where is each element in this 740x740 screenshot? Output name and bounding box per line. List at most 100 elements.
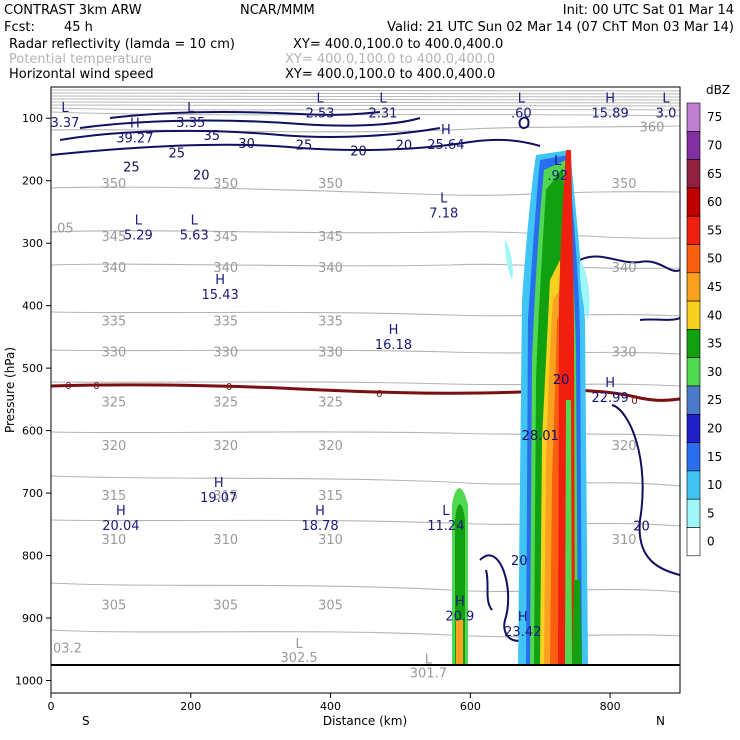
inline-values: 28.01 20 [522, 373, 570, 444]
theta-contour-label: 320 [101, 439, 126, 454]
theta-extremum-mark: L [425, 652, 433, 667]
colorbar-level-label: 5 [707, 506, 715, 520]
colorbar-level-label: 40 [707, 308, 722, 322]
high-low-value: .92 [547, 169, 568, 184]
theta-contour-label: 320 [318, 439, 343, 454]
high-low-value: 16.18 [375, 338, 412, 353]
colorbar-swatch [686, 215, 701, 245]
field-wind: Horizontal wind speed [9, 67, 154, 82]
colorbar-level-label: 30 [707, 365, 722, 379]
theta-contours [51, 125, 680, 638]
colorbar-swatch [686, 300, 701, 330]
theta-contour-label: 315 [318, 489, 343, 504]
colorbar-level-label: 60 [707, 195, 722, 209]
theta-contour-label: 330 [318, 346, 343, 361]
high-low-mark: H [215, 273, 225, 288]
wind-speed-contours [51, 110, 680, 642]
colorbar-level-label: 25 [707, 393, 722, 407]
y-tick-label: 200 [22, 175, 43, 188]
high-low-mark: H [389, 323, 399, 338]
zero-line-labels: 0 0 0 0 0 [65, 381, 637, 407]
theta-extremum-value: 302.5 [280, 651, 317, 666]
colorbar-swatch [686, 385, 701, 415]
colorbar-swatch [686, 159, 701, 189]
high-low-value: 20.9 [445, 610, 474, 625]
high-low-mark: H [441, 123, 451, 138]
theta-extremum-value: .05 [53, 222, 74, 237]
theta-contour-label: 315 [101, 489, 126, 504]
theta-contour-label: 305 [213, 599, 238, 614]
y-tick-label: 800 [22, 550, 43, 563]
y-tick-label: 300 [22, 237, 43, 250]
high-low-mark: L [440, 192, 448, 207]
theta-contour-label: 340 [213, 261, 238, 276]
x-tick-label: 400 [320, 700, 341, 713]
colorbar-swatch [686, 470, 701, 500]
inline-value: 20 [553, 373, 570, 388]
high-low-value: 5.63 [180, 228, 209, 243]
theta-contour-label: 310 [213, 533, 238, 548]
theta-extremum-mark: L [295, 637, 303, 652]
theta-contour-label: 320 [213, 439, 238, 454]
theta-contour-label: 350 [318, 177, 343, 192]
theta-contour-label: 330 [612, 346, 637, 361]
theta-contour-label: 350 [101, 177, 126, 192]
colorbar-swatch [686, 357, 701, 387]
high-low-mark: L [187, 101, 195, 116]
colorbar-swatch [686, 527, 701, 557]
field-theta-xy: XY= 400.0,100.0 to 400.0,400.0 [285, 52, 495, 67]
theta-contour-label: 310 [318, 533, 343, 548]
theta-contour-label: 310 [612, 533, 637, 548]
theta-contour-label: 350 [612, 177, 637, 192]
colorbar-swatch [686, 329, 701, 358]
colorbar-swatch [686, 102, 701, 132]
theta-contour-label: 310 [101, 533, 126, 548]
zero-line [51, 383, 680, 402]
wind-speed-label: 20 [193, 168, 210, 183]
reflectivity-core-b [504, 150, 590, 665]
high-low-mark: H [455, 595, 465, 610]
colorbar-level-label: 15 [707, 450, 722, 464]
theta-contour-label: 340 [318, 261, 343, 276]
colorbar-swatch [686, 272, 701, 302]
high-low-value: 3.35 [176, 116, 205, 131]
high-low-mark: H [214, 476, 224, 491]
y-axis: 100 200 300 400 500 600 700 800 900 1000 [15, 112, 51, 688]
high-low-mark: H [315, 504, 325, 519]
high-low-value: 2.53 [306, 107, 335, 122]
theta-contour-label: 320 [612, 439, 637, 454]
high-low-value: 5.29 [124, 228, 153, 243]
y-tick-label: 400 [22, 300, 43, 313]
colorbar-level-label: 45 [707, 280, 722, 294]
high-low-mark: L [379, 92, 387, 107]
theta-contour-label: 325 [318, 395, 343, 410]
y-tick-label: 1000 [15, 675, 43, 688]
wind-speed-label: 30 [238, 137, 255, 152]
y-axis-label: Pressure (hPa) [3, 347, 17, 433]
theta-contour-label: 350 [213, 177, 238, 192]
y-tick-label: 100 [22, 112, 43, 125]
wind-speed-label: 20 [396, 138, 413, 153]
colorbar-level-label: 50 [707, 252, 722, 266]
zero-line-label: 0 [226, 382, 232, 393]
high-low-mark: L [135, 213, 143, 228]
theta-contour-label: 330 [213, 346, 238, 361]
theta-contour-label: 345 [213, 230, 238, 245]
valid-time: Valid: 21 UTC Sun 02 Mar 14 (07 ChT Mon … [387, 20, 734, 35]
high-low-mark: L [61, 101, 69, 116]
high-low-mark: H [605, 376, 615, 391]
colorbar-swatch [686, 131, 701, 160]
colorbar-title: dBZ [706, 83, 730, 97]
colorbar-level-label: 70 [707, 138, 722, 152]
forecast-label: Fcst: [4, 20, 35, 35]
theta-contour-label: 330 [101, 346, 126, 361]
colorbar-level-label: 75 [707, 110, 722, 124]
high-low-value: 22.99 [592, 391, 629, 406]
colorbar-swatch [686, 413, 701, 443]
high-low-value: 23.42 [504, 625, 541, 640]
init-time: Init: 00 UTC Sat 01 Mar 14 [563, 3, 734, 18]
wind-speed-label: 20 [350, 145, 367, 160]
high-low-mark: L [554, 154, 562, 169]
high-low-value: 39.27 [116, 132, 153, 147]
colorbar-swatch [686, 187, 701, 217]
